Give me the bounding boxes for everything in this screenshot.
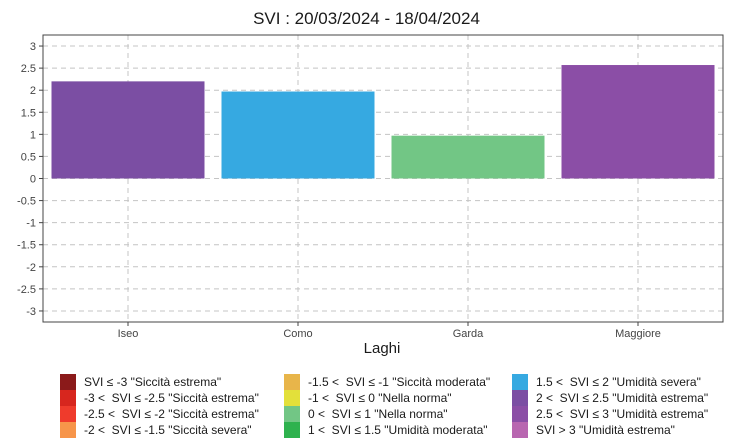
y-tick-label: -1.5 — [17, 240, 36, 252]
bar-garda — [391, 135, 545, 179]
y-tick-label: -1 — [26, 218, 36, 230]
legend-column: SVI ≤ -3 "Siccità estrema" -3 < SVI ≤ -2.… — [60, 374, 259, 438]
y-tick-label: 2.5 — [21, 63, 36, 75]
legend-label: 1.5 < SVI ≤ 2 "Umidità severa" — [536, 375, 701, 389]
axis-layer: 3 2.5 2 1.5 1 0.5 0 -0.5 -1 -1.5 -2 -2.5 -3 Iseo Como G… — [17, 34, 724, 340]
y-tick-label: -2.5 — [17, 284, 36, 296]
legend-label: -2 < SVI ≤ -1.5 "Siccità severa" — [84, 423, 252, 437]
legend-swatch — [284, 374, 300, 390]
legend-swatch — [60, 406, 76, 422]
legend-item: -1 < SVI ≤ 0 "Nella norma" — [284, 390, 490, 406]
legend-item: -2.5 < SVI ≤ -2 "Siccità estrema" — [60, 406, 259, 422]
legend-swatch — [512, 422, 528, 438]
legend-label: SVI ≤ -3 "Siccità estrema" — [84, 375, 222, 389]
legend-item: -1.5 < SVI ≤ -1 "Siccità moderata" — [284, 374, 490, 390]
legend-item: 2 < SVI ≤ 2.5 "Umidità estrema" — [512, 390, 708, 406]
legend-swatch — [60, 422, 76, 438]
legend-item: 0 < SVI ≤ 1 "Nella norma" — [284, 406, 490, 422]
y-tick-label: -2 — [26, 262, 36, 274]
legend-item: 2.5 < SVI ≤ 3 "Umidità estrema" — [512, 406, 708, 422]
legend-swatch — [284, 390, 300, 406]
legend-label: 1 < SVI ≤ 1.5 "Umidità moderata" — [308, 423, 488, 437]
legend-label: SVI > 3 "Umidità estrema" — [536, 423, 675, 437]
bar-maggiore — [561, 65, 715, 179]
legend-swatch — [60, 374, 76, 390]
legend-label: 2.5 < SVI ≤ 3 "Umidità estrema" — [536, 407, 709, 421]
x-tick-label: Garda — [453, 328, 484, 340]
bar-iseo — [51, 81, 205, 179]
y-tick-label: -0.5 — [17, 196, 36, 208]
legend-swatch — [512, 406, 528, 422]
y-tick-label: -3 — [26, 306, 36, 318]
legend-label: -2.5 < SVI ≤ -2 "Siccità estrema" — [84, 407, 259, 421]
bar-chart: 3 2.5 2 1.5 1 0.5 0 -0.5 -1 -1.5 -2 -2.5 -3 Iseo Como G… — [17, 34, 724, 357]
legend-item: -2 < SVI ≤ -1.5 "Siccità severa" — [60, 422, 259, 438]
chart-title: SVI : 20/03/2024 - 18/04/2024 — [253, 9, 480, 28]
y-tick-label: 2 — [30, 85, 36, 97]
legend-item: 1.5 < SVI ≤ 2 "Umidità severa" — [512, 374, 708, 390]
y-tick-label: 0 — [30, 174, 36, 186]
x-tick-label: Maggiore — [615, 328, 661, 340]
y-tick-label: 3 — [30, 41, 36, 53]
legend-swatch — [512, 390, 528, 406]
legend-column: -1.5 < SVI ≤ -1 "Siccità moderata" -1 < S… — [284, 374, 490, 438]
y-tick-label: 0.5 — [21, 151, 36, 163]
legend-swatch — [284, 422, 300, 438]
legend-swatch — [284, 406, 300, 422]
legend-swatch — [60, 390, 76, 406]
x-tick-label: Como — [283, 328, 312, 340]
legend-item: SVI > 3 "Umidità estrema" — [512, 422, 708, 438]
legend-label: -3 < SVI ≤ -2.5 "Siccità estrema" — [84, 391, 259, 405]
x-tick-label: Iseo — [118, 328, 139, 340]
legend-label: -1.5 < SVI ≤ -1 "Siccità moderata" — [308, 375, 491, 389]
bar-layer — [51, 65, 715, 179]
legend-item: -3 < SVI ≤ -2.5 "Siccità estrema" — [60, 390, 259, 406]
legend-label: 0 < SVI ≤ 1 "Nella norma" — [308, 407, 448, 421]
y-tick-label: 1 — [30, 129, 36, 141]
y-tick-label: 1.5 — [21, 107, 36, 119]
legend-swatch — [512, 374, 528, 390]
legend-column: 1.5 < SVI ≤ 2 "Umidità severa" 2 < SVI ≤ … — [512, 374, 708, 438]
legend-label: 2 < SVI ≤ 2.5 "Umidità estrema" — [536, 391, 709, 405]
legend-label: -1 < SVI ≤ 0 "Nella norma" — [308, 391, 452, 405]
legend-item: 1 < SVI ≤ 1.5 "Umidità moderata" — [284, 422, 490, 438]
x-axis-title: Laghi — [364, 340, 401, 357]
plot-panel-border — [42, 34, 724, 323]
bar-como — [221, 91, 375, 179]
legend-item: SVI ≤ -3 "Siccità estrema" — [60, 374, 259, 390]
